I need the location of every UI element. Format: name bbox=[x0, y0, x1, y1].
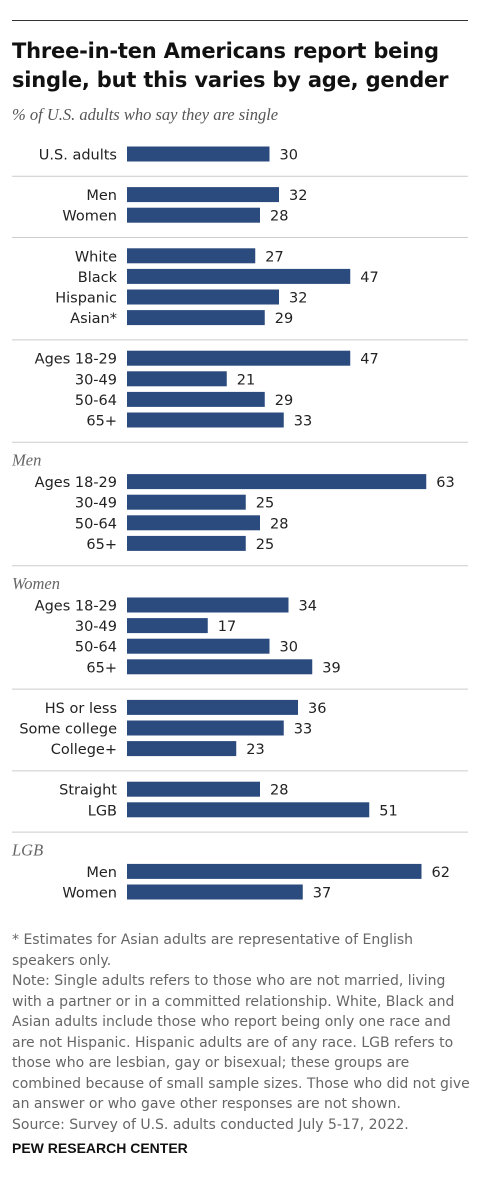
methodology-note: Note: Single adults refers to those who … bbox=[12, 973, 470, 1112]
chart-subtitle: % of U.S. adults who say they are single bbox=[12, 105, 279, 124]
category-label: Men bbox=[86, 865, 117, 881]
bar bbox=[127, 535, 246, 551]
category-label: Women bbox=[62, 886, 117, 902]
bar bbox=[127, 474, 427, 490]
value-label: 32 bbox=[289, 188, 307, 204]
category-label: Straight bbox=[59, 783, 117, 799]
top-rule bbox=[12, 20, 468, 21]
value-label: 33 bbox=[294, 414, 312, 430]
value-label: 32 bbox=[289, 291, 307, 307]
bar bbox=[127, 187, 279, 203]
value-label: 27 bbox=[265, 249, 283, 265]
category-label: 30-49 bbox=[75, 619, 117, 635]
bar bbox=[127, 638, 270, 654]
category-label: U.S. adults bbox=[39, 148, 117, 164]
category-label: 50-64 bbox=[75, 393, 117, 409]
category-label: 30-49 bbox=[75, 496, 117, 512]
value-label: 25 bbox=[256, 496, 274, 512]
value-label: 23 bbox=[246, 742, 264, 758]
value-label: 36 bbox=[308, 701, 326, 717]
category-label: 65+ bbox=[86, 414, 117, 430]
value-label: 30 bbox=[280, 148, 298, 164]
category-label: 65+ bbox=[86, 537, 117, 553]
category-label: 30-49 bbox=[75, 372, 117, 388]
value-label: 47 bbox=[360, 270, 378, 286]
bar bbox=[127, 494, 246, 510]
value-label: 17 bbox=[218, 619, 236, 635]
value-label: 28 bbox=[270, 209, 288, 225]
bar bbox=[127, 248, 256, 264]
category-label: Asian* bbox=[70, 311, 117, 327]
value-label: 30 bbox=[280, 640, 298, 656]
value-label: 33 bbox=[294, 722, 312, 738]
chart-title: Three-in-ten Americans report being sing… bbox=[12, 39, 449, 92]
category-label: Some college bbox=[19, 722, 117, 738]
category-label: 50-64 bbox=[75, 640, 117, 656]
bar bbox=[127, 391, 265, 407]
category-label: Ages 18-29 bbox=[35, 352, 117, 368]
category-label: College+ bbox=[51, 742, 117, 758]
bar bbox=[127, 268, 351, 284]
bar bbox=[127, 720, 284, 736]
bar bbox=[127, 659, 313, 675]
value-label: 63 bbox=[436, 475, 454, 491]
bar bbox=[127, 781, 260, 797]
bar bbox=[127, 884, 303, 900]
group-header: Men bbox=[11, 451, 41, 470]
bar bbox=[127, 371, 227, 387]
group-header: LGB bbox=[11, 840, 43, 859]
group-header: Women bbox=[12, 574, 60, 593]
bar bbox=[127, 618, 208, 634]
chart-notes: * Estimates for Asian adults are represe… bbox=[12, 930, 470, 1135]
value-label: 29 bbox=[275, 393, 293, 409]
category-label: 65+ bbox=[86, 660, 117, 676]
value-label: 47 bbox=[360, 352, 378, 368]
category-label: Ages 18-29 bbox=[35, 599, 117, 615]
bar bbox=[127, 863, 422, 879]
value-label: 21 bbox=[237, 372, 255, 388]
value-label: 25 bbox=[256, 537, 274, 553]
category-label: LGB bbox=[88, 803, 117, 819]
bar bbox=[127, 207, 260, 223]
bar bbox=[127, 289, 279, 305]
category-label: 50-64 bbox=[75, 516, 117, 532]
source-note: Source: Survey of U.S. adults conducted … bbox=[12, 1116, 409, 1133]
category-label: Hispanic bbox=[55, 291, 117, 307]
category-label: Ages 18-29 bbox=[35, 475, 117, 491]
bar bbox=[127, 146, 270, 162]
value-label: 34 bbox=[299, 599, 317, 615]
bar bbox=[127, 597, 289, 613]
value-label: 62 bbox=[432, 865, 450, 881]
bar bbox=[127, 699, 298, 715]
category-label: Women bbox=[62, 209, 117, 225]
category-label: Black bbox=[78, 270, 118, 286]
asterisk-note: * Estimates for Asian adults are represe… bbox=[12, 932, 414, 969]
category-label: Men bbox=[86, 188, 117, 204]
value-label: 29 bbox=[275, 311, 293, 327]
category-label: White bbox=[75, 249, 117, 265]
value-label: 37 bbox=[313, 886, 331, 902]
bar bbox=[127, 515, 260, 531]
value-label: 51 bbox=[379, 803, 397, 819]
bar bbox=[127, 350, 351, 366]
value-label: 28 bbox=[270, 783, 288, 799]
bar bbox=[127, 412, 284, 428]
bar bbox=[127, 741, 237, 757]
value-label: 28 bbox=[270, 516, 288, 532]
bar bbox=[127, 310, 265, 326]
value-label: 39 bbox=[322, 660, 340, 676]
category-label: HS or less bbox=[45, 701, 117, 717]
bar bbox=[127, 802, 370, 818]
bar-chart: U.S. adults 30 Men 32 Women 28 White 27 Black 47 H… bbox=[11, 146, 468, 902]
brand-logo-text: PEW RESEARCH CENTER bbox=[12, 1140, 188, 1156]
